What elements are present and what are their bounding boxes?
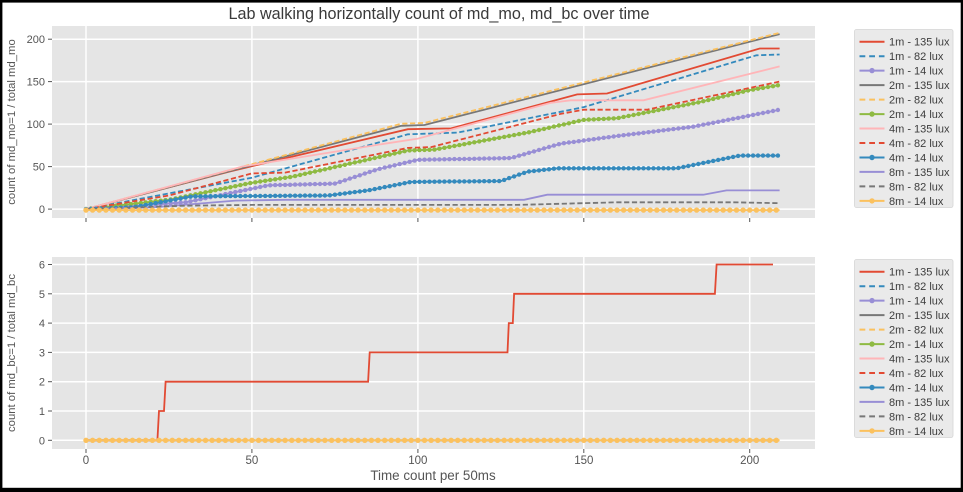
- svg-text:Time count per 50ms: Time count per 50ms: [370, 468, 496, 483]
- svg-text:2m - 82 lux: 2m - 82 lux: [889, 95, 944, 107]
- svg-text:50: 50: [246, 455, 259, 467]
- svg-text:Lab walking horizontally count: Lab walking horizontally count of md_mo,…: [228, 5, 649, 23]
- svg-text:8m - 82 lux: 8m - 82 lux: [889, 181, 944, 193]
- svg-text:4m - 82 lux: 4m - 82 lux: [889, 138, 944, 150]
- svg-text:2m - 135 lux: 2m - 135 lux: [889, 80, 950, 92]
- svg-text:2m - 14 lux: 2m - 14 lux: [889, 339, 944, 351]
- svg-text:1m - 135 lux: 1m - 135 lux: [889, 267, 950, 279]
- svg-text:2m - 82 lux: 2m - 82 lux: [889, 325, 944, 337]
- svg-text:8m - 14 lux: 8m - 14 lux: [889, 196, 944, 208]
- svg-text:4: 4: [39, 318, 45, 330]
- svg-text:200: 200: [740, 455, 759, 467]
- svg-text:8m - 82 lux: 8m - 82 lux: [889, 411, 944, 423]
- svg-text:5: 5: [39, 289, 45, 301]
- svg-text:150: 150: [27, 77, 45, 89]
- svg-text:0: 0: [39, 204, 45, 216]
- svg-text:4m - 14 lux: 4m - 14 lux: [889, 152, 944, 164]
- svg-text:1m - 82 lux: 1m - 82 lux: [889, 281, 944, 293]
- svg-text:0: 0: [83, 455, 89, 467]
- svg-text:50: 50: [33, 162, 45, 174]
- svg-text:1m - 14 lux: 1m - 14 lux: [889, 66, 944, 78]
- svg-text:8m - 135 lux: 8m - 135 lux: [889, 167, 950, 179]
- svg-text:8m - 14 lux: 8m - 14 lux: [889, 426, 944, 438]
- svg-text:2: 2: [39, 377, 45, 389]
- svg-text:100: 100: [27, 119, 45, 131]
- svg-text:count of md_bc=1 / total md_bc: count of md_bc=1 / total md_bc: [6, 274, 18, 432]
- svg-text:1m - 82 lux: 1m - 82 lux: [889, 51, 944, 63]
- svg-text:3: 3: [39, 347, 45, 359]
- svg-text:4m - 82 lux: 4m - 82 lux: [889, 368, 944, 380]
- svg-text:1: 1: [39, 406, 45, 418]
- svg-text:200: 200: [27, 34, 45, 46]
- svg-text:1m - 14 lux: 1m - 14 lux: [889, 296, 944, 308]
- svg-text:6: 6: [39, 260, 45, 272]
- svg-text:4m - 135 lux: 4m - 135 lux: [889, 124, 950, 136]
- svg-text:4m - 14 lux: 4m - 14 lux: [889, 382, 944, 394]
- svg-text:2m - 14 lux: 2m - 14 lux: [889, 109, 944, 121]
- svg-text:4m - 135 lux: 4m - 135 lux: [889, 354, 950, 366]
- svg-text:8m - 135 lux: 8m - 135 lux: [889, 397, 950, 409]
- svg-text:2m - 135 lux: 2m - 135 lux: [889, 310, 950, 322]
- svg-text:150: 150: [574, 455, 593, 467]
- svg-text:1m - 135 lux: 1m - 135 lux: [889, 37, 950, 49]
- svg-text:count of md_mo=1 / total md_mo: count of md_mo=1 / total md_mo: [6, 39, 18, 204]
- svg-text:100: 100: [408, 455, 427, 467]
- svg-text:0: 0: [39, 435, 45, 447]
